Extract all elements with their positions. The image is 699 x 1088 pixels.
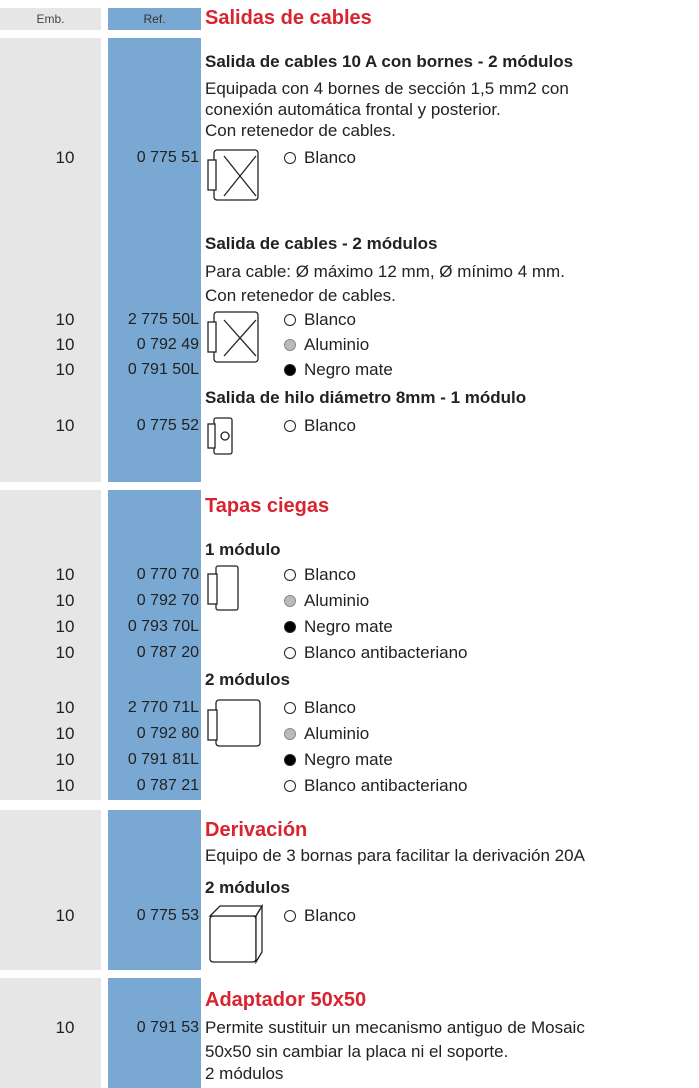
emb: 10 [55, 643, 75, 662]
product-image [207, 149, 259, 201]
emb: 10 [55, 750, 75, 769]
finish-swatch [284, 728, 296, 740]
ref-column [108, 38, 201, 482]
ref: 0 791 50L [127, 361, 199, 378]
product-name: Salida de hilo diámetro 8mm - 1 módulo [205, 388, 527, 407]
product-name: 2 módulos [205, 670, 291, 689]
ref: 0 775 52 [136, 417, 199, 434]
finish-swatch [284, 339, 296, 351]
finish-swatch [284, 595, 296, 607]
product-image [207, 565, 239, 611]
description: Con retenedor de cables. [205, 121, 396, 140]
finish: Aluminio [304, 335, 370, 354]
finish: Aluminio [304, 591, 370, 610]
emb-header-bg [0, 8, 101, 30]
description: Permite sustituir un mecanismo antiguo d… [205, 1018, 585, 1037]
finish: Negro mate [304, 617, 393, 636]
product-image [207, 417, 233, 455]
ref: 0 793 70L [127, 618, 199, 635]
finish: Blanco [304, 148, 356, 167]
emb: 10 [55, 617, 75, 636]
ref: 0 775 53 [136, 907, 199, 924]
description: Con retenedor de cables. [205, 286, 396, 305]
finish-swatch [284, 364, 296, 376]
section-title: Salidas de cables [205, 7, 372, 29]
product-name: Salida de cables 10 A con bornes - 2 mód… [205, 52, 574, 71]
finish: Blanco antibacteriano [304, 776, 468, 795]
ref-column [108, 490, 201, 800]
emb: 10 [55, 360, 75, 379]
ref: 0 792 49 [136, 336, 199, 353]
emb: 10 [55, 906, 75, 925]
ref: 0 787 20 [136, 644, 199, 661]
finish-swatch [284, 314, 296, 326]
emb-column [0, 810, 101, 970]
description: Equipada con 4 bornes de sección 1,5 mm2… [205, 79, 569, 98]
product-name: 2 módulos [205, 878, 291, 897]
finish-swatch [284, 420, 296, 432]
product-image [207, 699, 261, 747]
emb-header: Emb. [36, 12, 65, 26]
description: 50x50 sin cambiar la placa ni el soporte… [205, 1042, 509, 1061]
description: 2 módulos [205, 1064, 284, 1083]
section-title: Adaptador 50x50 [205, 989, 367, 1011]
emb-column [0, 38, 101, 482]
finish-swatch [284, 152, 296, 164]
finish-swatch [284, 754, 296, 766]
section-title: Tapas ciegas [205, 495, 330, 517]
ref: 2 775 50L [127, 311, 199, 328]
description: Equipo de 3 bornas para facilitar la der… [205, 846, 585, 865]
finish: Blanco antibacteriano [304, 643, 468, 662]
emb: 10 [55, 724, 75, 743]
finish-swatch [284, 569, 296, 581]
finish: Negro mate [304, 360, 393, 379]
ref-column [108, 810, 201, 970]
ref-column [108, 978, 201, 1088]
emb: 10 [55, 698, 75, 717]
emb: 10 [55, 1018, 75, 1037]
finish-swatch [284, 910, 296, 922]
product-name: Salida de cables - 2 módulos [205, 234, 438, 253]
emb: 10 [55, 565, 75, 584]
finish: Blanco [304, 310, 356, 329]
emb: 10 [55, 591, 75, 610]
ref-header-bg [108, 8, 201, 30]
emb: 10 [55, 776, 75, 795]
finish: Blanco [304, 565, 356, 584]
product-image [208, 903, 264, 965]
finish: Aluminio [304, 724, 370, 743]
finish-swatch [284, 647, 296, 659]
finish: Blanco [304, 698, 356, 717]
finish: Blanco [304, 416, 356, 435]
ref-header: Ref. [143, 12, 166, 26]
finish-swatch [284, 780, 296, 792]
emb: 10 [55, 310, 75, 329]
product-name: 1 módulo [205, 540, 281, 559]
finish: Negro mate [304, 750, 393, 769]
finish-swatch [284, 702, 296, 714]
section-title: Derivación [205, 819, 308, 841]
ref: 2 770 71L [127, 699, 199, 716]
description: conexión automática frontal y posterior. [205, 100, 501, 119]
description: Para cable: Ø máximo 12 mm, Ø mínimo 4 m… [205, 262, 565, 281]
finish-swatch [284, 621, 296, 633]
emb: 10 [55, 335, 75, 354]
emb: 10 [55, 148, 75, 167]
ref: 0 770 70 [136, 566, 199, 583]
emb-column [0, 978, 101, 1088]
ref: 0 792 70 [136, 592, 199, 609]
finish: Blanco [304, 906, 356, 925]
ref: 0 791 53 [136, 1019, 199, 1036]
emb: 10 [55, 416, 75, 435]
ref: 0 787 21 [136, 777, 199, 794]
ref: 0 775 51 [136, 149, 199, 166]
ref: 0 791 81L [127, 751, 199, 768]
product-image [207, 311, 259, 363]
ref: 0 792 80 [136, 725, 199, 742]
emb-column [0, 490, 101, 800]
